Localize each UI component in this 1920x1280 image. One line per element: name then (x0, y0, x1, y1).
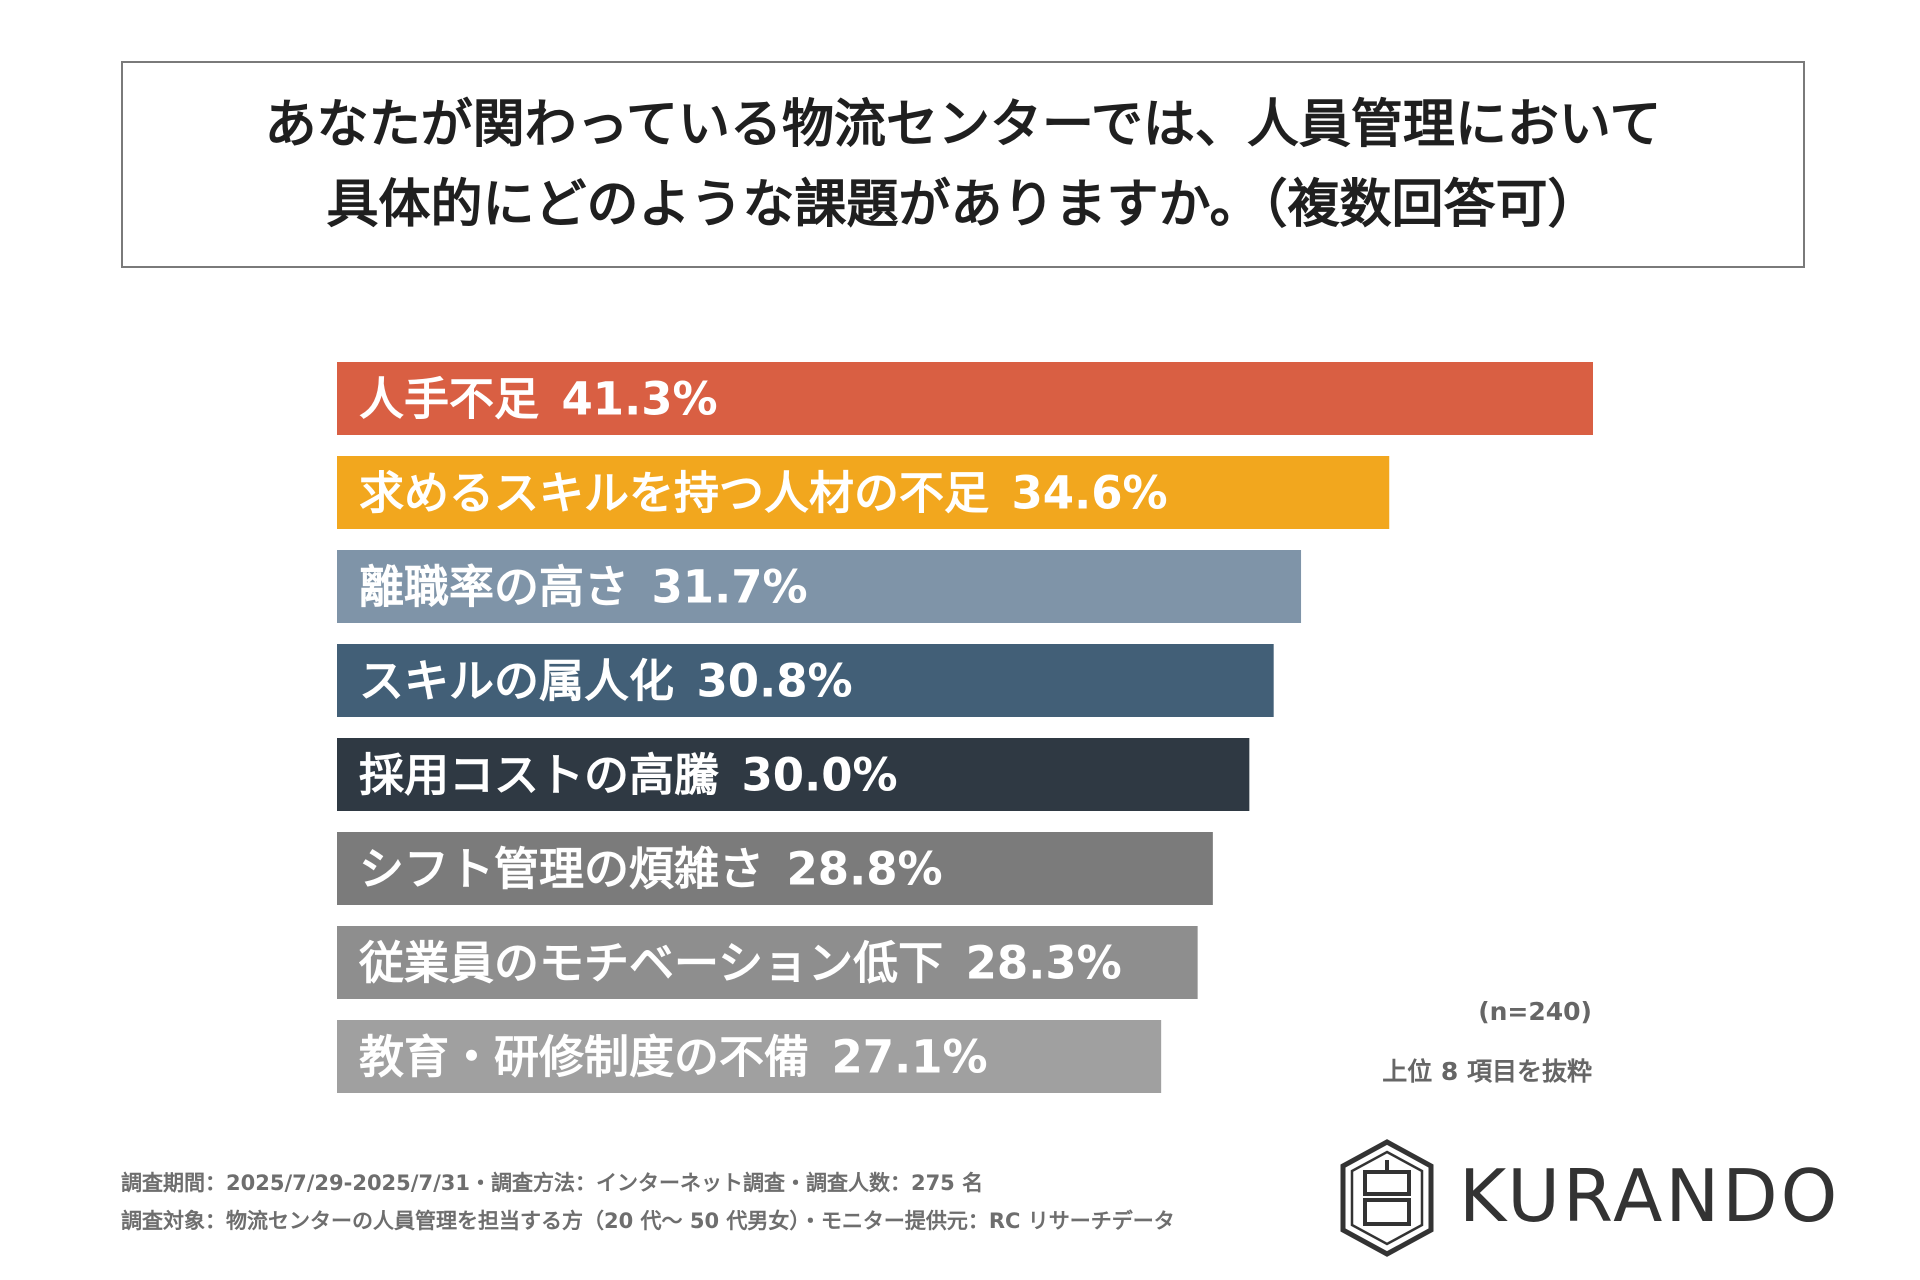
bar-label-8: 教育・研修制度の不備 27.1% (359, 1031, 988, 1084)
title-box: あなたが関わっている物流センターでは、人員管理において 具体的にどのような課題が… (121, 61, 1805, 268)
kurando-logo-text: KURANDO (1459, 1154, 1841, 1238)
bar-6 (337, 832, 1213, 905)
chart-title-line-1: あなたが関わっている物流センターでは、人員管理において (264, 94, 1662, 155)
chart-title-line-2: 具体的にどのような課題がありますか。（複数回答可） (326, 174, 1600, 235)
bar-7 (337, 926, 1198, 999)
bar-2 (337, 456, 1390, 529)
bar-1 (337, 362, 1593, 435)
subset-note: 上位 8 項目を抜粋 (1382, 1057, 1592, 1086)
bar-4 (337, 644, 1274, 717)
bar-label-5: 採用コストの高騰 30.0% (359, 749, 898, 802)
kurando-logo: KURANDO (1337, 1138, 1837, 1258)
survey-period-footer: 調査期間：2025/7/29-2025/7/31・調査方法：インターネット調査・… (121, 1171, 984, 1195)
bar-label-4: スキルの属人化 30.8% (359, 655, 853, 708)
bar-5 (337, 738, 1250, 811)
bar-label-1: 人手不足 41.3% (359, 373, 718, 426)
bar-3 (337, 550, 1302, 623)
bar-chart: 人手不足 41.3% 求めるスキルを持つ人材の不足 34.6% 離職率の高さ 31.… (337, 362, 1593, 1093)
bar-label-3: 離職率の高さ 31.7% (359, 561, 808, 614)
bar-8 (337, 1020, 1162, 1093)
sample-size-note: (n=240) (1478, 997, 1592, 1026)
kurando-hexagon-logo-icon (1340, 1139, 1434, 1257)
bar-label-6: シフト管理の煩雑さ 28.8% (359, 843, 943, 896)
bar-label-2: 求めるスキルを持つ人材の不足 34.6% (359, 467, 1168, 520)
survey-target-footer: 調査対象：物流センターの人員管理を担当する方（20 代〜 50 代男女）・モニタ… (121, 1209, 1175, 1233)
bar-label-7: 従業員のモチベーション低下 28.3% (358, 937, 1122, 990)
